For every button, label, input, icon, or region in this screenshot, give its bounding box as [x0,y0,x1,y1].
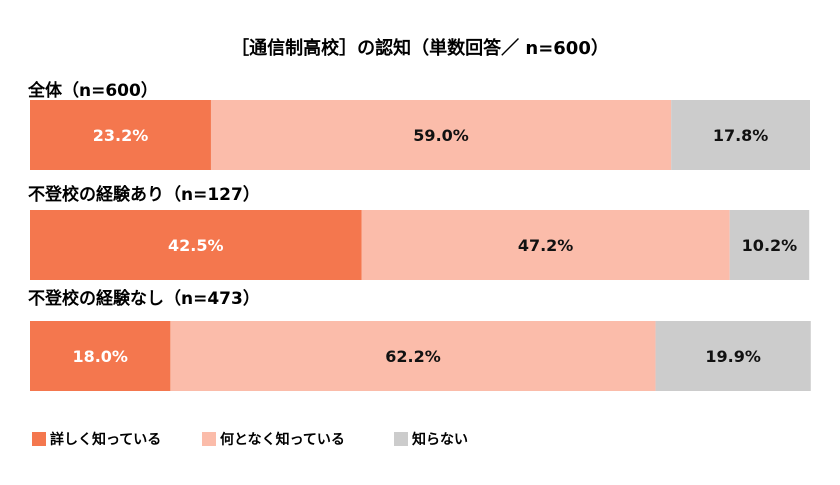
data-label: 62.2% [385,347,441,366]
bar-group: 全体（n=600） 23.2% 59.0% 17.8% [27,80,810,170]
bar-segment [655,321,811,391]
data-label: 10.2% [742,236,798,255]
data-label: 18.0% [72,347,128,366]
bar-segment [170,321,656,391]
legend-swatch [202,432,216,446]
data-label: 59.0% [413,126,469,145]
legend-swatch [32,432,46,446]
legend-label: 何となく知っている [220,431,345,448]
data-label: 19.9% [705,347,761,366]
bar-segment [361,210,730,280]
bar-segment [30,321,171,391]
bar-segment [671,100,810,170]
bar-segment [210,100,672,170]
data-label: 42.5% [168,236,224,255]
bar-group: 不登校の経験あり（n=127） 42.5% 47.2% 10.2% [28,184,810,280]
legend-item: 何となく知っている [202,431,345,448]
chart-title: ［通信制高校］の認知（単数回答／ n=600） [231,37,609,59]
legend-item: 知らない [394,431,468,448]
category-label: 全体（n=600） [27,80,158,101]
category-label: 不登校の経験なし（n=473） [28,288,260,309]
data-label: 23.2% [93,126,149,145]
bar-segment [30,100,211,170]
legend-label: 詳しく知っている [50,431,161,448]
bar-segment [729,210,810,280]
data-label: 17.8% [713,126,769,145]
bar-segment [30,210,362,280]
legend-item: 詳しく知っている [32,431,161,448]
bar-group: 不登校の経験なし（n=473） 18.0% 62.2% 19.9% [28,288,811,391]
legend-swatch [394,432,408,446]
legend-label: 知らない [412,431,468,448]
category-label: 不登校の経験あり（n=127） [28,184,260,205]
data-label: 47.2% [518,236,574,255]
legend: 詳しく知っている 何となく知っている 知らない [32,431,468,448]
bar-groups: 全体（n=600） 23.2% 59.0% 17.8% 不登校の経験あり（n=127） 4… [27,80,811,391]
